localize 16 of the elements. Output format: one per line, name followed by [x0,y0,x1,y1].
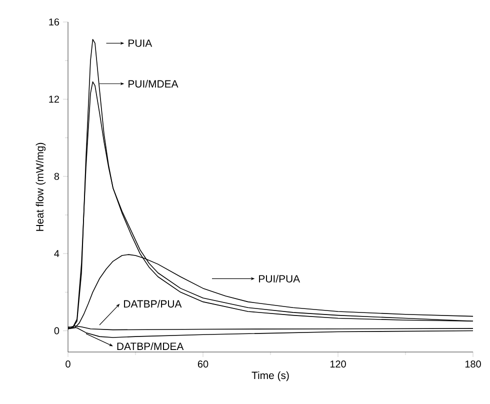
y-tick-label: 8 [54,172,60,180]
y-tick-label: 0 [54,327,60,334]
legend-label: PUI/MDEA [128,80,178,88]
y-axis-title: Heat flow (mW/mg) [36,142,46,231]
legend-label: DATBP/MDEA [117,342,184,350]
x-tick-label: 120 [330,360,346,368]
legend-label: PUI/PUA [259,274,300,283]
legend-label: DATBP/PUA [124,300,182,308]
y-tick-label: 12 [49,96,59,103]
y-tick-label: 16 [49,18,60,26]
legend-label: PUIA [128,40,152,47]
x-axis-title: Time (s) [252,371,289,382]
y-tick-label: 4 [54,250,60,258]
x-tick-label: 60 [198,360,208,368]
x-tick-label: 0 [66,360,70,368]
x-tick-label: 180 [465,360,481,368]
